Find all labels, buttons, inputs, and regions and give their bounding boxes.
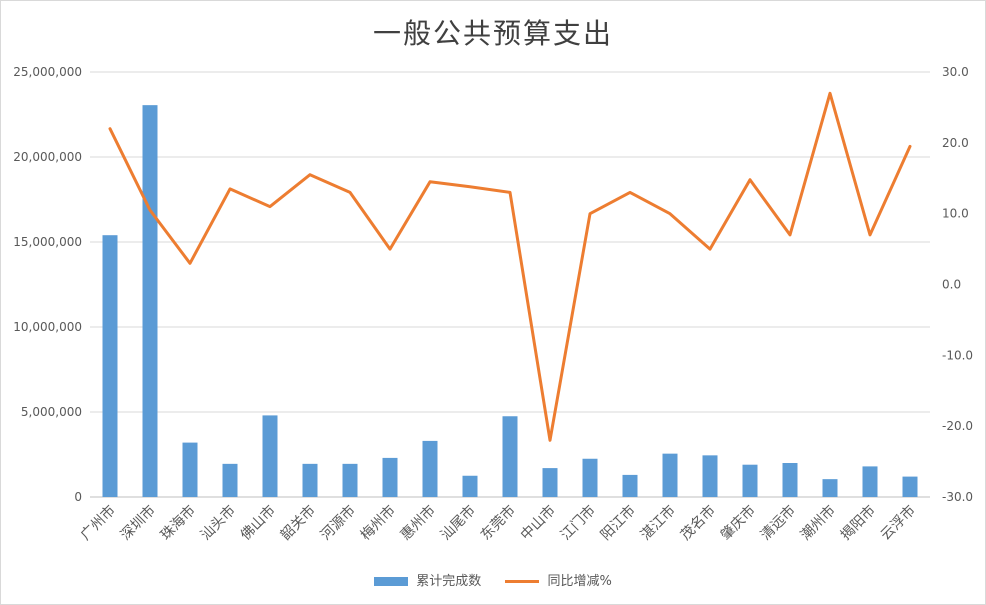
bar	[542, 468, 558, 497]
x-tick-label: 汕尾市	[437, 502, 479, 544]
x-tick-label: 韶关市	[277, 502, 319, 544]
x-tick-label: 中山市	[517, 502, 559, 544]
x-tick-label: 潮州市	[797, 502, 839, 544]
bar	[582, 458, 598, 497]
y-left-tick-label: 0	[74, 490, 82, 504]
bar	[222, 463, 238, 497]
x-tick-label: 惠州市	[397, 502, 439, 544]
bar-series	[102, 105, 918, 498]
x-axis-labels: 广州市深圳市珠海市汕头市佛山市韶关市河源市梅州市惠州市汕尾市东莞市中山市江门市阳…	[77, 502, 919, 544]
x-tick-label: 肇庆市	[717, 502, 759, 544]
bar	[102, 235, 118, 497]
y-right-tick-label: 10.0	[942, 207, 969, 221]
bar	[902, 476, 918, 497]
legend-label-bar: 累计完成数	[416, 574, 482, 589]
x-tick-label: 云浮市	[877, 502, 919, 544]
legend-item-line: 同比增减%	[505, 570, 612, 589]
bar	[742, 464, 758, 497]
y-left-tick-label: 10,000,000	[13, 320, 82, 334]
bar	[182, 442, 198, 497]
bar	[262, 415, 278, 497]
y-axis-left: 0 5,000,000 10,000,000 15,000,000 20,000,000…	[13, 65, 82, 504]
x-tick-label: 清远市	[757, 502, 799, 544]
bar	[622, 474, 638, 497]
chart-title: 一般公共预算支出	[372, 17, 613, 50]
y-right-tick-label: -10.0	[942, 348, 973, 362]
x-tick-label: 东莞市	[477, 502, 519, 544]
legend-swatch-line	[505, 580, 540, 583]
x-tick-label: 阳江市	[597, 502, 639, 544]
y-right-tick-label: 30.0	[942, 65, 969, 79]
bar	[302, 463, 318, 497]
legend-label-line: 同比增减%	[547, 574, 612, 589]
bar	[782, 463, 798, 497]
bar	[862, 466, 878, 497]
legend-item-bar: 累计完成数	[374, 570, 481, 589]
x-tick-label: 江门市	[557, 502, 599, 544]
x-tick-label: 珠海市	[157, 502, 199, 544]
bar	[662, 453, 678, 497]
y-left-tick-label: 15,000,000	[13, 235, 82, 249]
bar	[422, 440, 438, 497]
x-tick-label: 深圳市	[117, 502, 159, 544]
y-right-tick-label: 0.0	[942, 278, 961, 292]
x-tick-label: 广州市	[77, 502, 119, 544]
x-tick-label: 汕头市	[197, 502, 239, 544]
x-tick-label: 揭阳市	[837, 502, 879, 544]
x-tick-label: 梅州市	[357, 502, 399, 544]
bar	[142, 105, 158, 498]
bar	[382, 457, 398, 497]
y-left-tick-label: 5,000,000	[21, 405, 82, 419]
bar	[822, 479, 838, 497]
line-series	[108, 91, 912, 442]
x-tick-label: 河源市	[317, 502, 359, 544]
y-left-tick-label: 25,000,000	[13, 65, 82, 79]
legend: 累计完成数 同比增减%	[0, 570, 986, 589]
bar	[462, 475, 478, 497]
gridlines	[90, 71, 930, 498]
y-right-tick-label: -30.0	[942, 490, 973, 504]
x-tick-label: 茂名市	[677, 502, 719, 544]
legend-swatch-bar	[374, 577, 409, 586]
x-tick-label: 湛江市	[637, 502, 679, 544]
x-tick-label: 佛山市	[237, 502, 279, 544]
bar	[342, 463, 358, 497]
bar	[502, 416, 518, 497]
bar	[702, 455, 718, 497]
y-right-tick-label: -20.0	[942, 419, 973, 433]
y-right-tick-label: 20.0	[942, 136, 969, 150]
y-axis-right: -30.0 -20.0 -10.0 0.0 10.0 20.0 30.0	[942, 65, 973, 504]
line-path	[108, 91, 912, 442]
y-left-tick-label: 20,000,000	[13, 150, 82, 164]
